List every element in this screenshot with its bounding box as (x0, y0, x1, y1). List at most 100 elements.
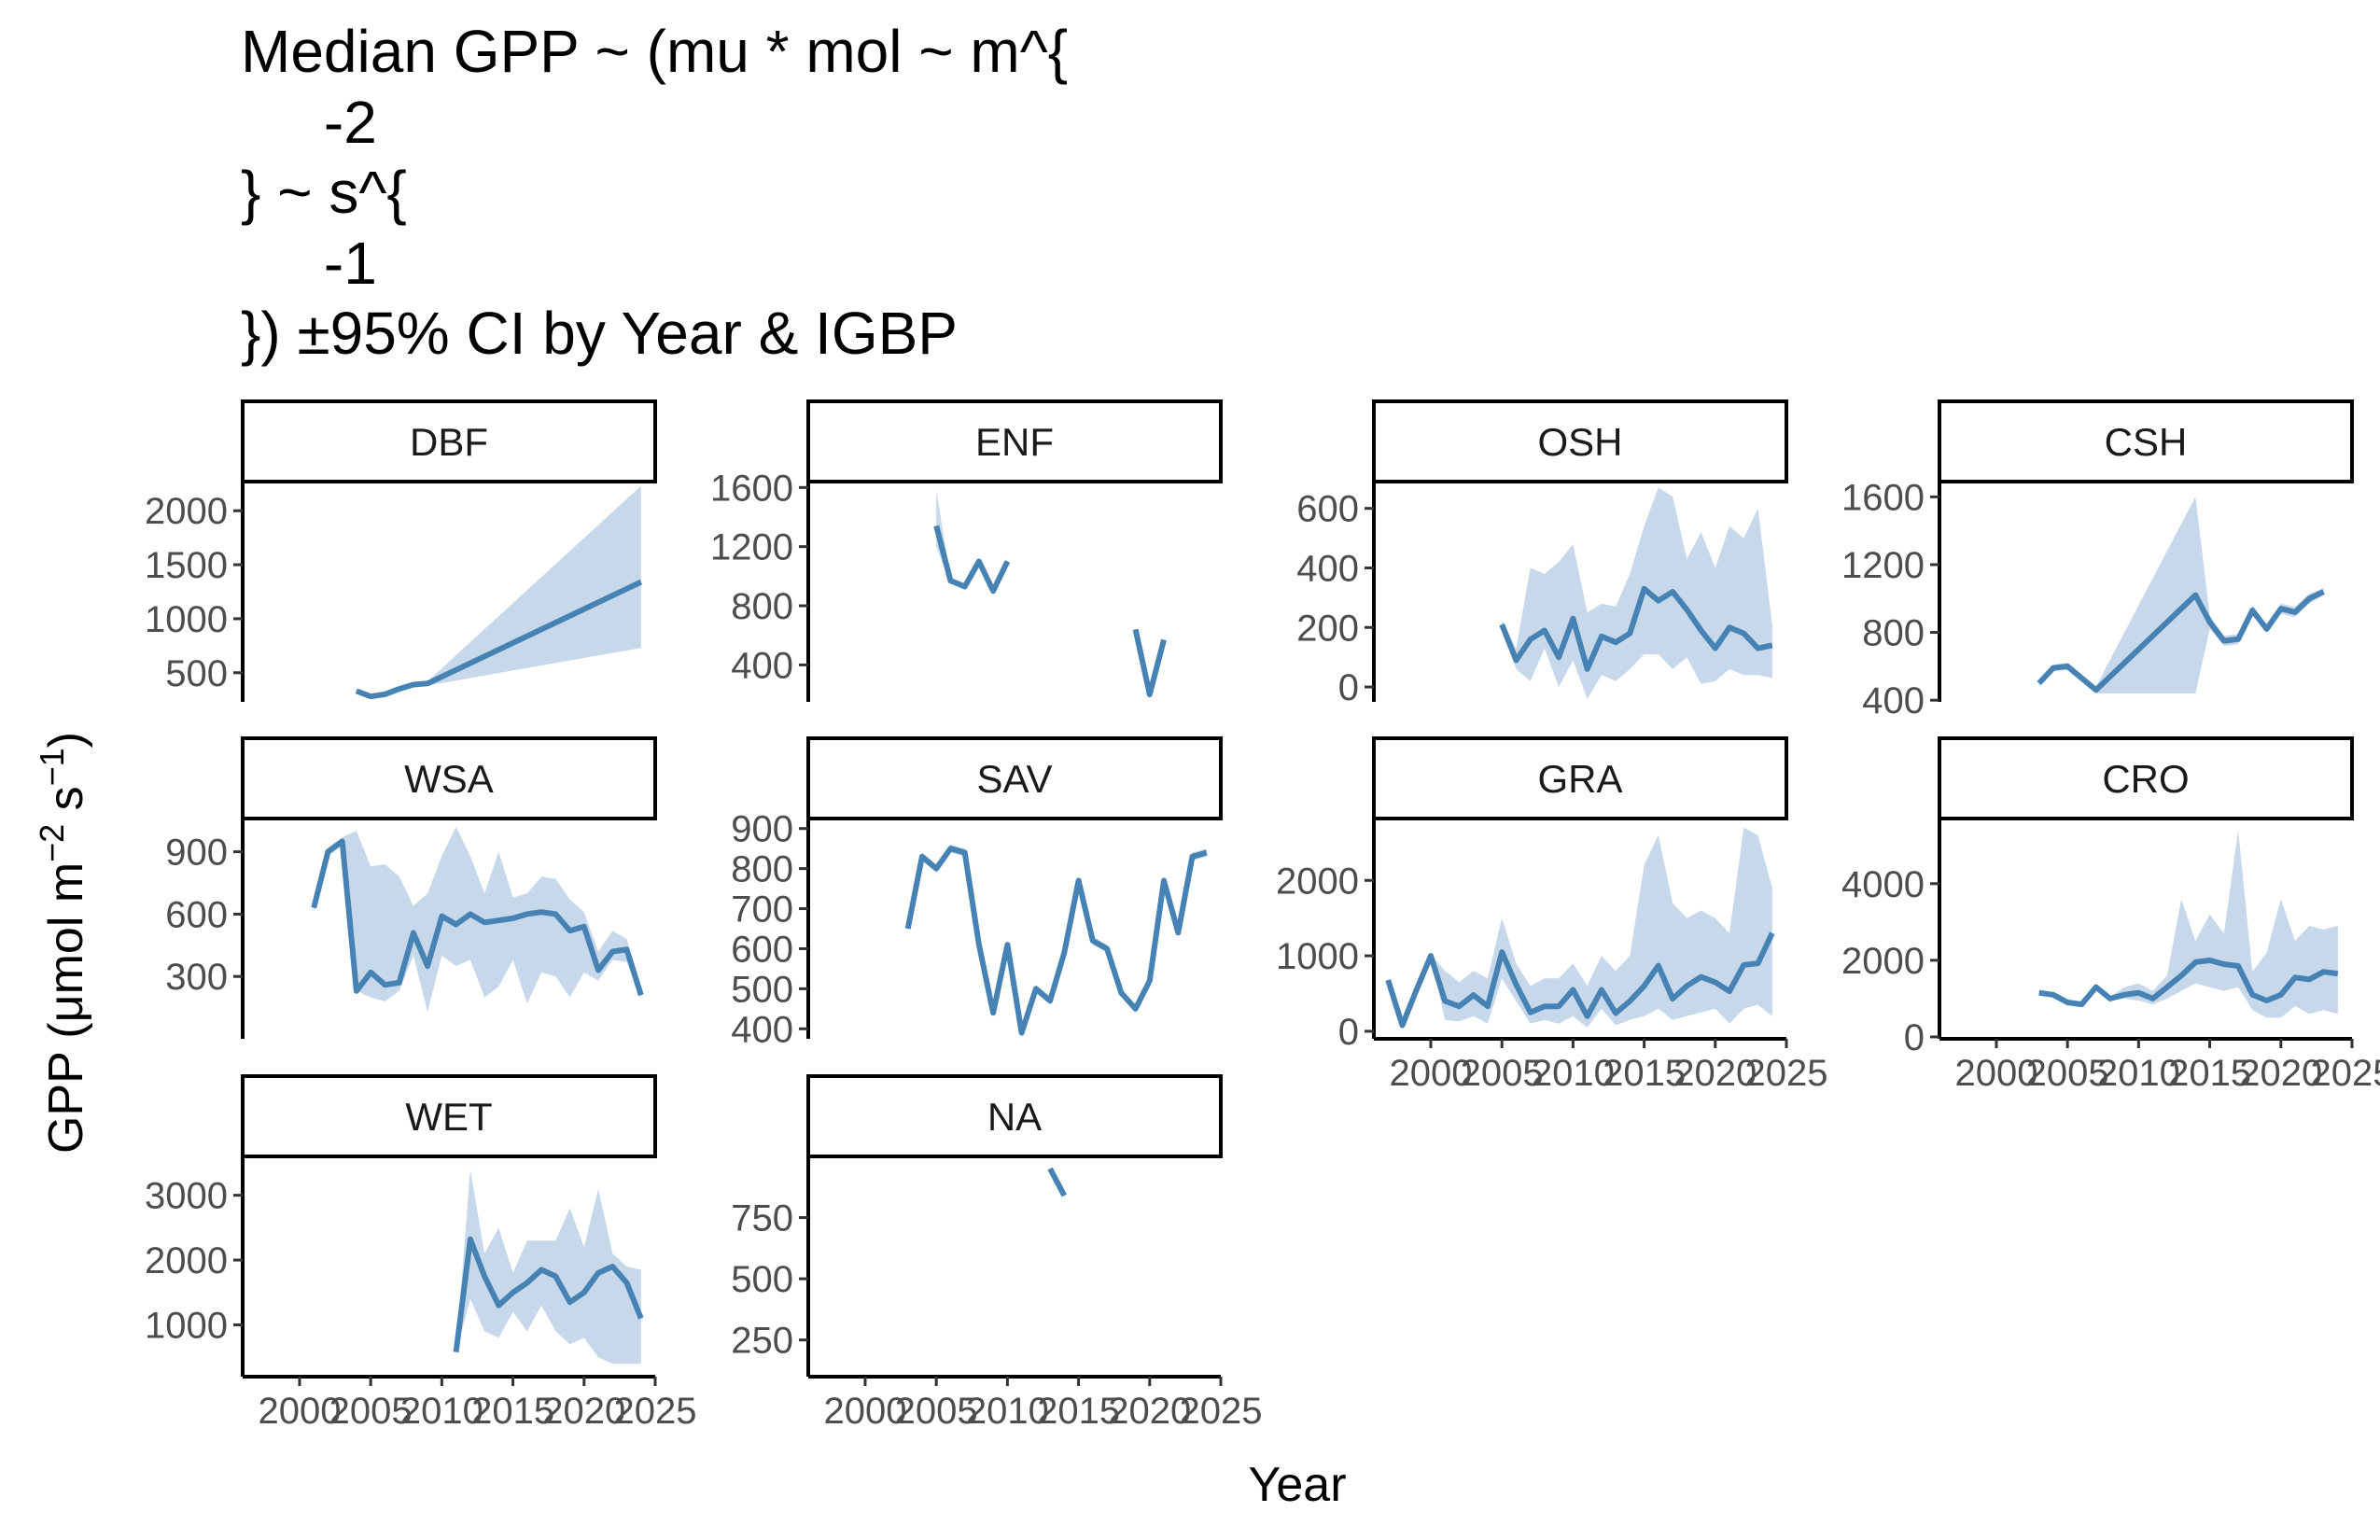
panel-wsa: WSA 300 600 900 (165, 736, 657, 1039)
y-axis-title-mid: s (39, 786, 93, 823)
chart-title: Median GPP ~ (mu * mol ~ m^{ -2 } ~ s^{ … (241, 18, 1069, 368)
data-layer (2037, 497, 2325, 693)
strip-label: NA (987, 1095, 1042, 1139)
y-tick-label: 600 (1296, 489, 1359, 530)
x-tick-label: 2000 (1389, 1053, 1472, 1094)
data-layer (933, 490, 1167, 698)
strip-label: SAV (977, 757, 1053, 801)
x-tick-label: 2020 (542, 1391, 625, 1432)
median-line (904, 846, 1208, 1036)
x-tick-label: 2010 (966, 1391, 1049, 1432)
y-tick-label: 2000 (1276, 861, 1359, 902)
strip-label: DBF (410, 420, 488, 464)
x-tick-label: 2000 (258, 1391, 341, 1432)
ci-band (2038, 497, 2324, 693)
strip-label: GRA (1537, 757, 1622, 801)
data-layer (1385, 827, 1775, 1029)
y-tick-label: 300 (165, 957, 228, 998)
y-tick-label: 1000 (1276, 936, 1359, 977)
strip-box (1372, 399, 1788, 483)
ci-band (1388, 827, 1772, 1028)
panel-dbf: DBF 500 1000 1500 2000 (145, 399, 657, 702)
y-tick-label: 2000 (1841, 941, 1925, 982)
panel-enf: ENF 400 800 1200 1600 (710, 399, 1223, 702)
x-tick-label: 2025 (614, 1391, 697, 1432)
y-axis-title-end: ) (39, 732, 93, 748)
x-tick-label: 2005 (895, 1391, 978, 1432)
y-axis-title: GPP (μmol m−2 s−1) (33, 732, 93, 1154)
y-tick-label: 1500 (145, 545, 228, 586)
median-line (1132, 628, 1167, 698)
median-line (1047, 1167, 1067, 1197)
y-tick-label: 1000 (145, 599, 228, 640)
x-tick-label: 2015 (1603, 1053, 1686, 1094)
median-line (2037, 589, 2325, 693)
y-tick-label: 2000 (145, 491, 228, 532)
data-layer (2038, 830, 2339, 1018)
y-tick-label: 900 (731, 809, 793, 850)
data-layer (311, 826, 644, 1013)
median-line (453, 1236, 644, 1352)
median-line (2038, 957, 2339, 1008)
panel-osh: OSH 0 200 400 600 (1296, 399, 1788, 708)
y-tick-label: 0 (1904, 1017, 1925, 1058)
x-tick-label: 2005 (1461, 1053, 1544, 1094)
median-line (355, 579, 643, 700)
y-tick-label: 600 (731, 929, 793, 970)
y-tick-label: 400 (1862, 680, 1925, 721)
strip-box (241, 1074, 657, 1158)
y-tick-label: 700 (731, 889, 793, 931)
x-tick-label: 2020 (1673, 1053, 1757, 1094)
y-tick-label: 1600 (1841, 477, 1925, 518)
x-tick-label: 2005 (2026, 1053, 2109, 1094)
y-tick-label: 500 (165, 653, 228, 694)
y-tick-label: 250 (731, 1321, 793, 1362)
strip-label: OSH (1537, 420, 1622, 464)
ci-band (1502, 487, 1772, 699)
ci-band (455, 1169, 641, 1365)
y-tick-label: 750 (731, 1198, 793, 1239)
strip-box (806, 399, 1223, 483)
strip-label: WET (405, 1095, 492, 1139)
median-line (311, 838, 644, 997)
data-layer (904, 844, 1208, 1037)
x-tick-label: 2020 (2239, 1053, 2322, 1094)
x-tick-label: 2000 (823, 1391, 906, 1432)
strip-box (1372, 736, 1788, 820)
ci-band (356, 485, 641, 698)
strip-box (241, 736, 657, 820)
panel-cro: CRO020004000200020052010201520202025 (1841, 736, 2380, 1094)
y-tick-label: 1600 (710, 468, 793, 509)
y-tick-label: 900 (165, 833, 228, 874)
y-tick-label: 1000 (145, 1305, 228, 1346)
y-tick-label: 2000 (145, 1240, 228, 1281)
strip-label: CSH (2105, 420, 2188, 464)
y-tick-label: 4000 (1841, 864, 1925, 905)
y-tick-label: 1200 (710, 527, 793, 568)
x-tick-label: 2015 (471, 1391, 554, 1432)
y-tick-label: 1200 (1841, 545, 1925, 586)
panel-csh: CSH 400 800 1200 1600 (1841, 399, 2354, 721)
data-layer (453, 1169, 644, 1365)
y-tick-label: 800 (1862, 613, 1925, 654)
x-tick-label: 2025 (1745, 1053, 1828, 1094)
x-axis-title: Year (1248, 1458, 1346, 1512)
median-line (1499, 585, 1773, 672)
strip-box (806, 736, 1223, 820)
x-tick-label: 2000 (1954, 1053, 2037, 1094)
strip-label: WSA (404, 757, 494, 801)
y-axis-title-base: GPP (μmol m (39, 862, 93, 1154)
y-axis-title-sup2: −1 (33, 748, 71, 786)
y-tick-label: 800 (731, 586, 793, 627)
strip-box (241, 399, 657, 483)
y-tick-label: 0 (1338, 1012, 1359, 1053)
x-tick-label: 2025 (1180, 1391, 1263, 1432)
x-tick-label: 2015 (1037, 1391, 1120, 1432)
y-axis-title-sup1: −2 (33, 824, 71, 862)
strip-box (806, 1074, 1223, 1158)
x-tick-label: 2015 (2168, 1053, 2251, 1094)
y-tick-label: 0 (1338, 667, 1359, 708)
